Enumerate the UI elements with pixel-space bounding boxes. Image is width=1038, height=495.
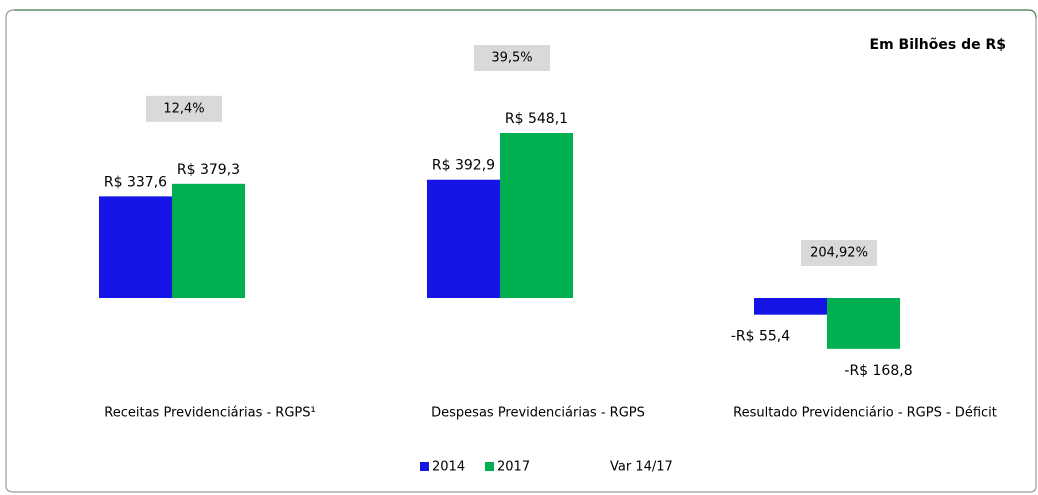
category-label: Resultado Previdenciário - RGPS - Défici…: [733, 406, 997, 421]
legend-label: 2017: [497, 460, 530, 475]
value-label: -R$ 168,8: [844, 363, 912, 379]
value-label: R$ 379,3: [177, 162, 240, 178]
bar: [427, 179, 500, 298]
legend-swatch: [420, 462, 429, 471]
var-label: 12,4%: [163, 101, 204, 116]
var-box: [146, 95, 222, 122]
bar: [99, 196, 172, 298]
bar: [500, 133, 573, 298]
bar: [827, 298, 900, 349]
category-label: Receitas Previdenciárias - RGPS¹: [104, 406, 315, 421]
bar: [172, 183, 245, 298]
value-label: R$ 392,9: [432, 158, 495, 174]
unit-label: Em Bilhões de R$: [870, 37, 1007, 53]
var-box: [801, 240, 877, 266]
legend-label: Var 14/17: [610, 460, 673, 475]
legend-swatch: [485, 462, 494, 471]
category-label: Despesas Previdenciárias - RGPS: [431, 406, 645, 421]
bar: [754, 298, 827, 315]
value-label: -R$ 55,4: [731, 329, 790, 345]
frame-top: [14, 9, 1037, 19]
var-label: 204,92%: [810, 246, 868, 261]
value-label: R$ 548,1: [505, 111, 568, 127]
var-box: [474, 45, 550, 71]
legend-label: 2014: [432, 460, 465, 475]
var-label: 39,5%: [491, 51, 532, 66]
value-label: R$ 337,6: [104, 174, 167, 190]
